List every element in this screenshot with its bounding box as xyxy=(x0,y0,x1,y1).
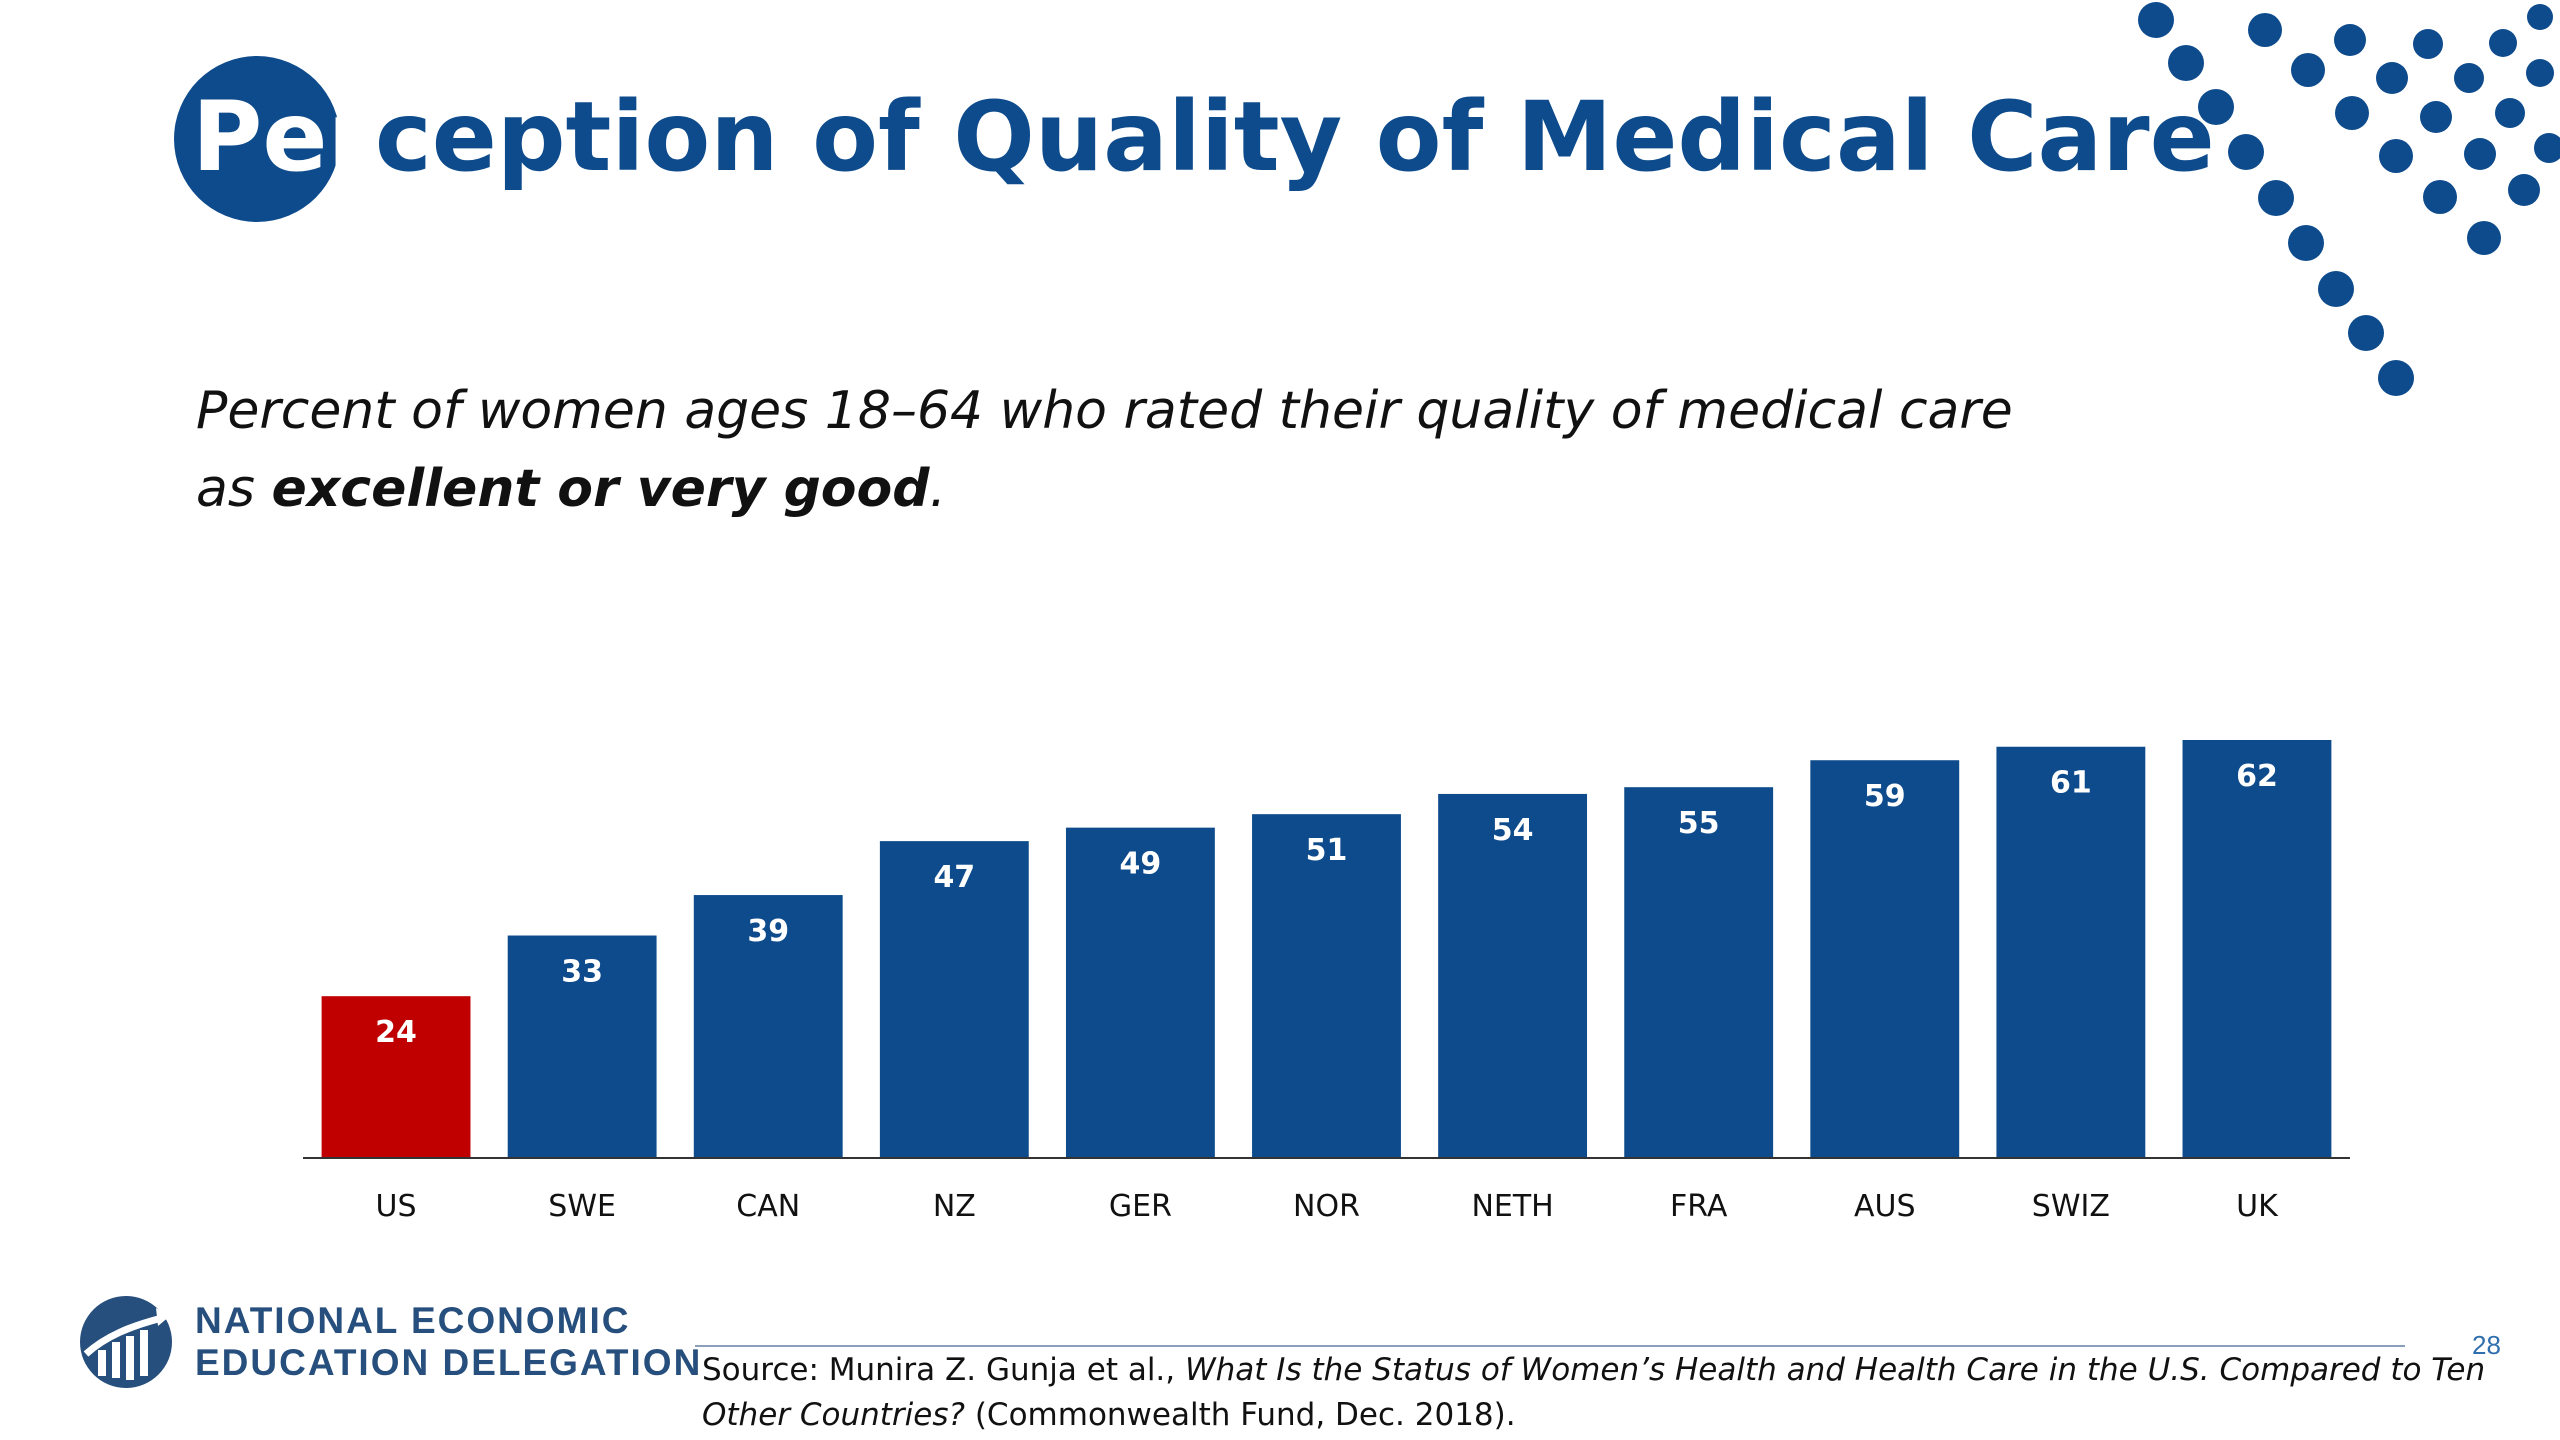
bar-swe xyxy=(507,935,657,1158)
x-tick-label-ger: GER xyxy=(1109,1189,1172,1224)
data-label-nor: 51 xyxy=(1306,833,1348,868)
source-citation: Source: Munira Z. Gunja et al., What Is … xyxy=(702,1348,2532,1438)
subtitle-suffix: . xyxy=(929,459,947,519)
bar-neth xyxy=(1438,793,1588,1158)
bar-nor xyxy=(1252,814,1401,1158)
bar-us xyxy=(321,996,471,1158)
bar-fra xyxy=(1624,787,1774,1158)
chart-subtitle: Percent of women ages 18–64 who rated th… xyxy=(196,372,2116,528)
x-tick-label-nz: NZ xyxy=(933,1189,976,1224)
x-tick-label-swiz: SWIZ xyxy=(2032,1189,2110,1224)
x-tick-label-can: CAN xyxy=(736,1189,800,1224)
source-divider xyxy=(695,1345,2405,1347)
title-accent-circle xyxy=(174,56,340,222)
organization-logo-text: NATIONAL ECONOMIC EDUCATION DELEGATION xyxy=(195,1300,702,1384)
data-label-aus: 59 xyxy=(1864,779,1906,814)
x-tick-label-us: US xyxy=(376,1189,417,1224)
ncee-logo-icon xyxy=(80,1296,172,1388)
logo-line-2: EDUCATION DELEGATION xyxy=(195,1342,703,1383)
x-tick-label-nor: NOR xyxy=(1293,1189,1360,1224)
x-tick-label-neth: NETH xyxy=(1471,1189,1553,1224)
data-label-swiz: 61 xyxy=(2050,766,2092,801)
subtitle-line-1: Percent of women ages 18–64 who rated th… xyxy=(196,381,2013,441)
logo-line-1: NATIONAL ECONOMIC xyxy=(195,1300,631,1341)
data-label-nz: 47 xyxy=(933,860,975,895)
bar-chart: 24 US 33 SWE 39 CAN 47 NZ 49 GER 51 NOR 54 NETH 55 FRA 5… xyxy=(303,740,2350,1224)
bar-ger xyxy=(1065,827,1215,1158)
data-label-uk: 62 xyxy=(2236,759,2278,794)
data-label-swe: 33 xyxy=(561,955,603,990)
page-number: 28 xyxy=(2472,1330,2501,1360)
title-part-blue: ception of Quality of Medical Care xyxy=(374,81,2215,193)
title-part-white: Per xyxy=(192,81,375,193)
source-suffix: (Commonwealth Fund, Dec. 2018). xyxy=(964,1397,1516,1433)
x-tick-label-aus: AUS xyxy=(1854,1189,1916,1224)
bar-nz xyxy=(879,841,1029,1158)
data-label-fra: 55 xyxy=(1678,806,1720,841)
data-label-can: 39 xyxy=(747,914,789,949)
bar-uk xyxy=(2182,740,2332,1158)
bar-can xyxy=(693,895,843,1158)
data-label-ger: 49 xyxy=(1120,847,1162,882)
source-title: What Is the Status of Women’s Health and… xyxy=(702,1352,2486,1433)
subtitle-prefix: as xyxy=(196,459,272,519)
data-label-us: 24 xyxy=(375,1015,417,1050)
data-label-neth: 54 xyxy=(1492,813,1534,848)
decorative-dot-pattern xyxy=(2138,2,2560,396)
source-prefix: Source: Munira Z. Gunja et al., xyxy=(702,1352,1185,1388)
x-tick-label-fra: FRA xyxy=(1670,1189,1728,1224)
slide-title: Perception of Quality of Medical Care xyxy=(192,72,2215,202)
bar-swiz xyxy=(1996,746,2146,1158)
x-tick-label-uk: UK xyxy=(2236,1189,2279,1224)
x-tick-label-swe: SWE xyxy=(548,1189,616,1224)
bar-aus xyxy=(1810,760,1960,1158)
subtitle-emphasis: excellent or very good xyxy=(271,459,930,519)
